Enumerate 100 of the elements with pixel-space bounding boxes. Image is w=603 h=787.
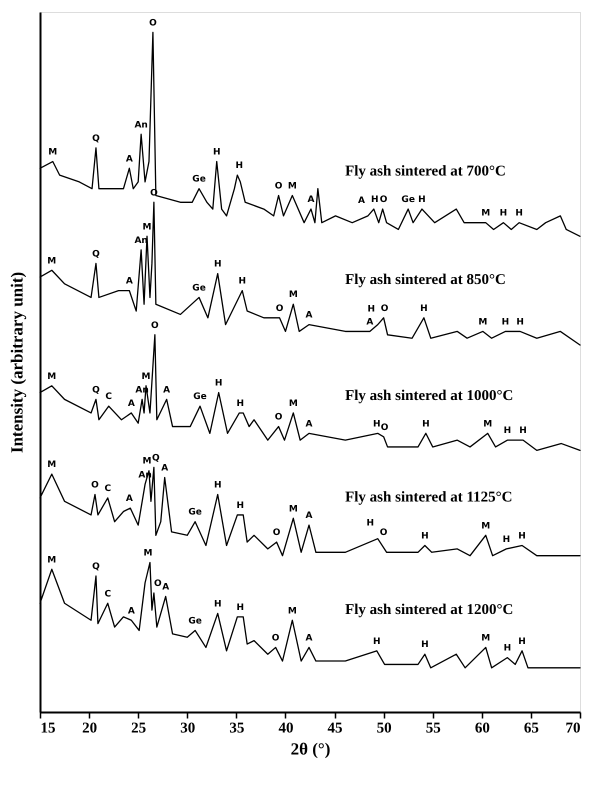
annotation: H (366, 518, 374, 529)
x-tick-label: 35 (229, 720, 244, 736)
annotation: H (518, 531, 526, 542)
annotation: A (306, 633, 313, 644)
annotation: H (518, 636, 526, 647)
annotation: H (502, 534, 510, 545)
x-tick-label: 25 (131, 720, 146, 736)
annotation: M (142, 222, 152, 232)
x-tick-label: 50 (376, 720, 392, 736)
annotation: H (214, 378, 222, 389)
annotation: M (47, 460, 56, 470)
annotation: M (48, 148, 58, 158)
annotation: M (288, 606, 297, 616)
annotation: H (502, 317, 510, 328)
annotation: A (126, 494, 133, 504)
annotation: O (380, 195, 388, 206)
annotation: O (272, 633, 280, 644)
annotation: M (483, 419, 492, 430)
annotation: O (149, 18, 158, 28)
text: Fly ash sintered at 1125°C (345, 490, 513, 506)
annotation: H (515, 208, 523, 219)
x-tick-label: 55 (426, 720, 441, 736)
annotation: M (288, 504, 298, 514)
annotation: H (421, 640, 429, 650)
x-tick-label: 40 (278, 720, 294, 736)
annotation: A (126, 154, 133, 164)
annotation: H (500, 208, 508, 219)
annotation: H (372, 419, 381, 430)
annotation: A (163, 385, 170, 396)
annotation: H (504, 644, 512, 654)
annotation: O (91, 480, 100, 491)
annotation: A (306, 511, 313, 522)
y-axis-title: Intensity (arbitrary unit) (8, 272, 26, 454)
annotation: H (212, 148, 220, 158)
text: Fly ash sintered at 1000°C (345, 388, 514, 404)
annotation: H (420, 304, 428, 314)
annotation: A (161, 464, 168, 474)
annotation: Ge (188, 508, 202, 518)
x-tick-label: 70 (566, 720, 580, 736)
annotation: O (380, 304, 389, 314)
annotation: Ge (193, 392, 207, 402)
annotation: Ge (192, 174, 206, 185)
annotation: H (504, 426, 512, 436)
annotation: O (380, 422, 389, 433)
x-tick-label: 45 (328, 720, 343, 736)
annotation: H (236, 500, 244, 511)
annotation: A (306, 310, 313, 321)
annotation: Ge (192, 283, 206, 294)
annotation: H (236, 602, 244, 613)
annotation: A (128, 606, 135, 616)
annotation: M (144, 548, 153, 558)
annotation: A (306, 419, 313, 430)
annotation: O (380, 528, 388, 538)
text: Fly ash sintered at 1200°C (345, 602, 514, 618)
annotation: H (372, 636, 381, 647)
annotation: O (154, 579, 162, 590)
annotation: H (236, 398, 244, 409)
annotation: H (371, 195, 379, 206)
x-tick-label: 20 (82, 720, 98, 736)
annotation: C (105, 392, 112, 402)
annotation: H (214, 260, 222, 270)
x-tick-label: 30 (180, 720, 196, 736)
annotation: M (47, 555, 56, 566)
annotation: H (238, 276, 246, 287)
annotation: M (288, 398, 298, 409)
annotation: An (134, 120, 148, 130)
annotation: Q (92, 562, 100, 572)
annotation: H (421, 531, 429, 542)
annotation: Ge (401, 195, 415, 206)
annotation: Q (92, 385, 100, 396)
annotation: H (214, 599, 222, 610)
x-tick-label: 65 (524, 720, 539, 736)
annotation: A (307, 195, 314, 206)
annotation: Q (92, 134, 100, 144)
annotation: C (104, 589, 112, 600)
annotation: M (478, 317, 488, 328)
annotation: O (151, 320, 160, 331)
annotation: M (288, 181, 297, 192)
annotation: M (142, 456, 152, 467)
annotation: H (367, 304, 376, 315)
series-label: Fly ash sintered at 700°C (345, 164, 506, 180)
annotation: Ge (188, 616, 202, 626)
annotation: O (274, 412, 283, 423)
annotation: A (128, 398, 135, 409)
annotation: H (418, 195, 426, 206)
annotation: C (104, 484, 112, 494)
x-tick-label: 15 (40, 720, 56, 736)
annotation: A (366, 317, 374, 328)
annotation: A (126, 276, 133, 287)
x-tick-label: 60 (474, 720, 490, 736)
annotation: H (422, 419, 430, 430)
annotation: Q (152, 453, 160, 464)
annotation: A (358, 196, 365, 206)
annotation: M (47, 256, 56, 266)
annotation: M (47, 372, 56, 382)
annotation: H (214, 480, 222, 491)
annotation: H (519, 426, 527, 436)
annotation: M (142, 372, 151, 382)
x-axis-title: 2θ (°) (290, 740, 330, 758)
annotation: O (276, 304, 284, 314)
